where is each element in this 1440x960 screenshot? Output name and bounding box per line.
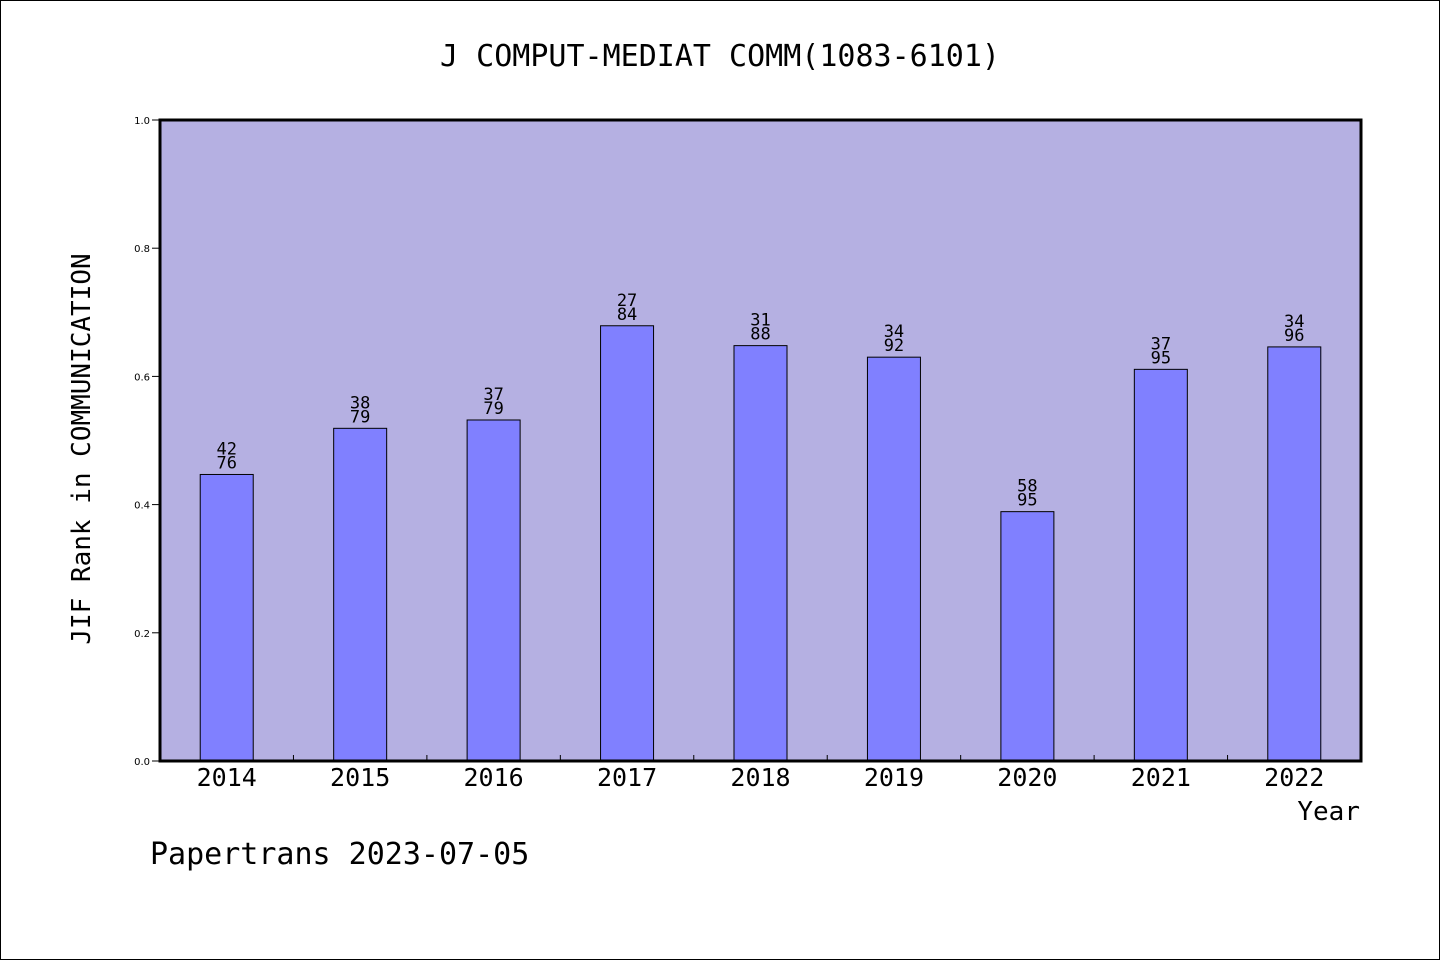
bar-rank-label: 42 [216, 439, 236, 459]
bar-rank-label: 34 [1284, 312, 1304, 332]
bar-rank-label: 27 [617, 291, 637, 311]
x-tick-label: 2015 [330, 763, 390, 792]
bar [199, 473, 254, 762]
bar-total-label: 92 [884, 336, 904, 356]
bar-rank-label: 31 [750, 311, 770, 331]
x-tick-label: 2014 [197, 763, 257, 792]
x-tick-label: 2020 [997, 763, 1057, 792]
bar-rank-label: 58 [1017, 477, 1037, 497]
x-tick-label: 2018 [730, 763, 790, 792]
bar [733, 345, 788, 762]
y-tick-label: 0.2 [134, 629, 150, 640]
y-tick-label: 0.0 [134, 757, 150, 768]
bar [1000, 511, 1055, 762]
x-tick-label: 2017 [597, 763, 657, 792]
bar-total-label: 96 [1284, 326, 1304, 346]
bar-rank-label: 37 [483, 385, 503, 405]
footer-text: Papertrans 2023-07-05 [150, 837, 529, 872]
plot-area: 0.00.20.40.60.81.04276201438792015377920… [134, 116, 1363, 792]
x-tick-label: 2022 [1264, 763, 1324, 792]
bar-total-label: 88 [750, 325, 770, 345]
x-tick-label: 2016 [464, 763, 524, 792]
y-tick-label: 0.8 [134, 244, 150, 255]
bar-total-label: 95 [1151, 348, 1171, 368]
x-axis-label: Year [1297, 797, 1360, 827]
y-tick-label: 0.4 [134, 501, 150, 512]
bar [866, 356, 921, 762]
chart-title: J COMPUT-MEDIAT COMM(1083-6101) [440, 39, 1000, 74]
bar [600, 325, 655, 762]
x-tick-label: 2019 [864, 763, 924, 792]
y-axis-label: JIF Rank in COMMUNICATION [67, 253, 97, 644]
bar-total-label: 79 [483, 399, 503, 419]
bar [1267, 346, 1322, 762]
y-tick-label: 0.6 [134, 372, 150, 383]
bar [466, 419, 521, 762]
bar-rank-label: 37 [1151, 334, 1171, 354]
x-tick-label: 2021 [1131, 763, 1191, 792]
bar [1133, 368, 1188, 762]
bar-total-label: 84 [617, 305, 637, 325]
bar [333, 427, 388, 762]
bar-rank-label: 38 [350, 393, 370, 413]
bar-total-label: 95 [1017, 491, 1037, 511]
y-tick-label: 1.0 [134, 116, 150, 127]
bar-rank-label: 34 [884, 322, 904, 342]
plot-border [158, 118, 1363, 763]
bar-total-label: 76 [216, 453, 236, 473]
bar-total-label: 79 [350, 407, 370, 427]
